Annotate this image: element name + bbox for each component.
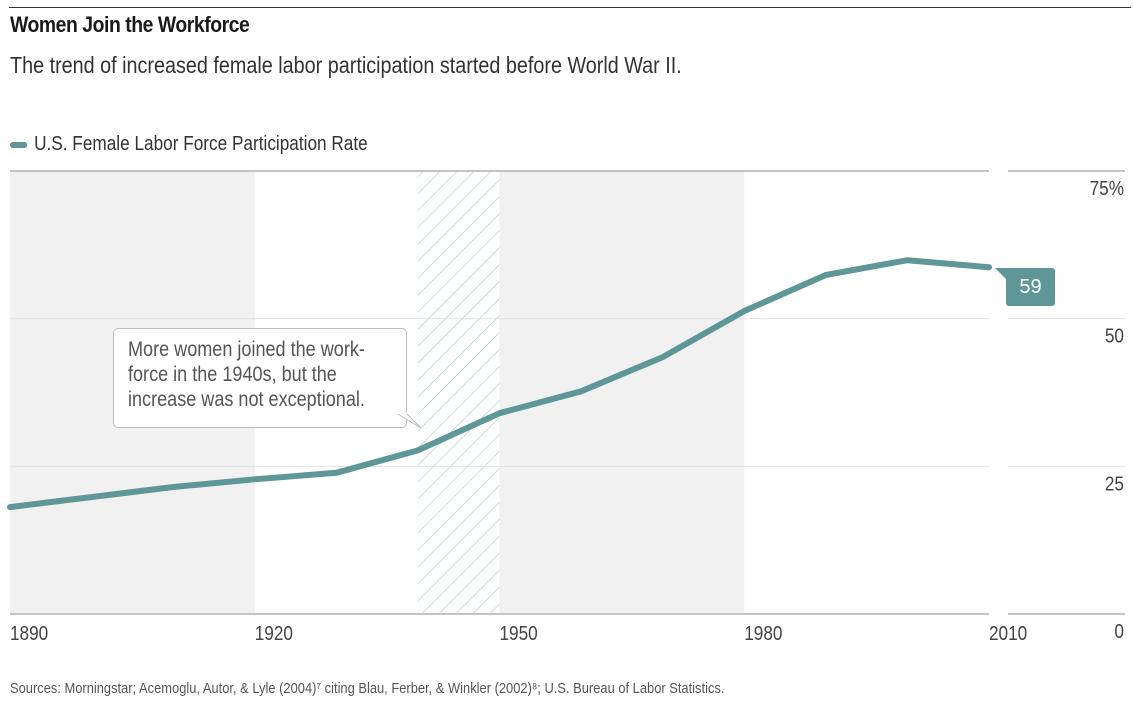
shaded-band: [499, 171, 745, 614]
top-rule: [9, 7, 1131, 8]
x-tick-label: 2010: [989, 622, 1027, 645]
chart-subtitle: The trend of increased female labor part…: [10, 52, 682, 78]
end-value-label: 59: [1006, 268, 1055, 306]
chart-title: Women Join the Workforce: [10, 12, 250, 37]
y-tick-label: 0: [1114, 620, 1124, 643]
legend: U.S. Female Labor Force Participation Ra…: [10, 133, 368, 156]
sources-note: Sources: Morningstar; Acemoglu, Autor, &…: [10, 680, 725, 697]
y-tick-label: 75%: [1090, 177, 1124, 200]
x-tick-label: 1980: [744, 622, 782, 645]
annotation-callout: More women joined the work- force in the…: [113, 328, 407, 428]
annotation-text: More women joined the work- force in the…: [128, 338, 365, 411]
y-tick-label: 25: [1105, 472, 1124, 495]
hatched-band-wwii: [417, 171, 500, 614]
legend-swatch: [10, 141, 28, 148]
series-line: [7, 257, 992, 511]
x-tick-label: 1920: [255, 622, 293, 645]
legend-label: U.S. Female Labor Force Participation Ra…: [34, 133, 368, 155]
x-tick-label: 1950: [499, 622, 537, 645]
callout-pointer: [395, 412, 422, 429]
y-tick-label: 50: [1105, 324, 1124, 347]
x-tick-label: 1890: [10, 622, 48, 645]
